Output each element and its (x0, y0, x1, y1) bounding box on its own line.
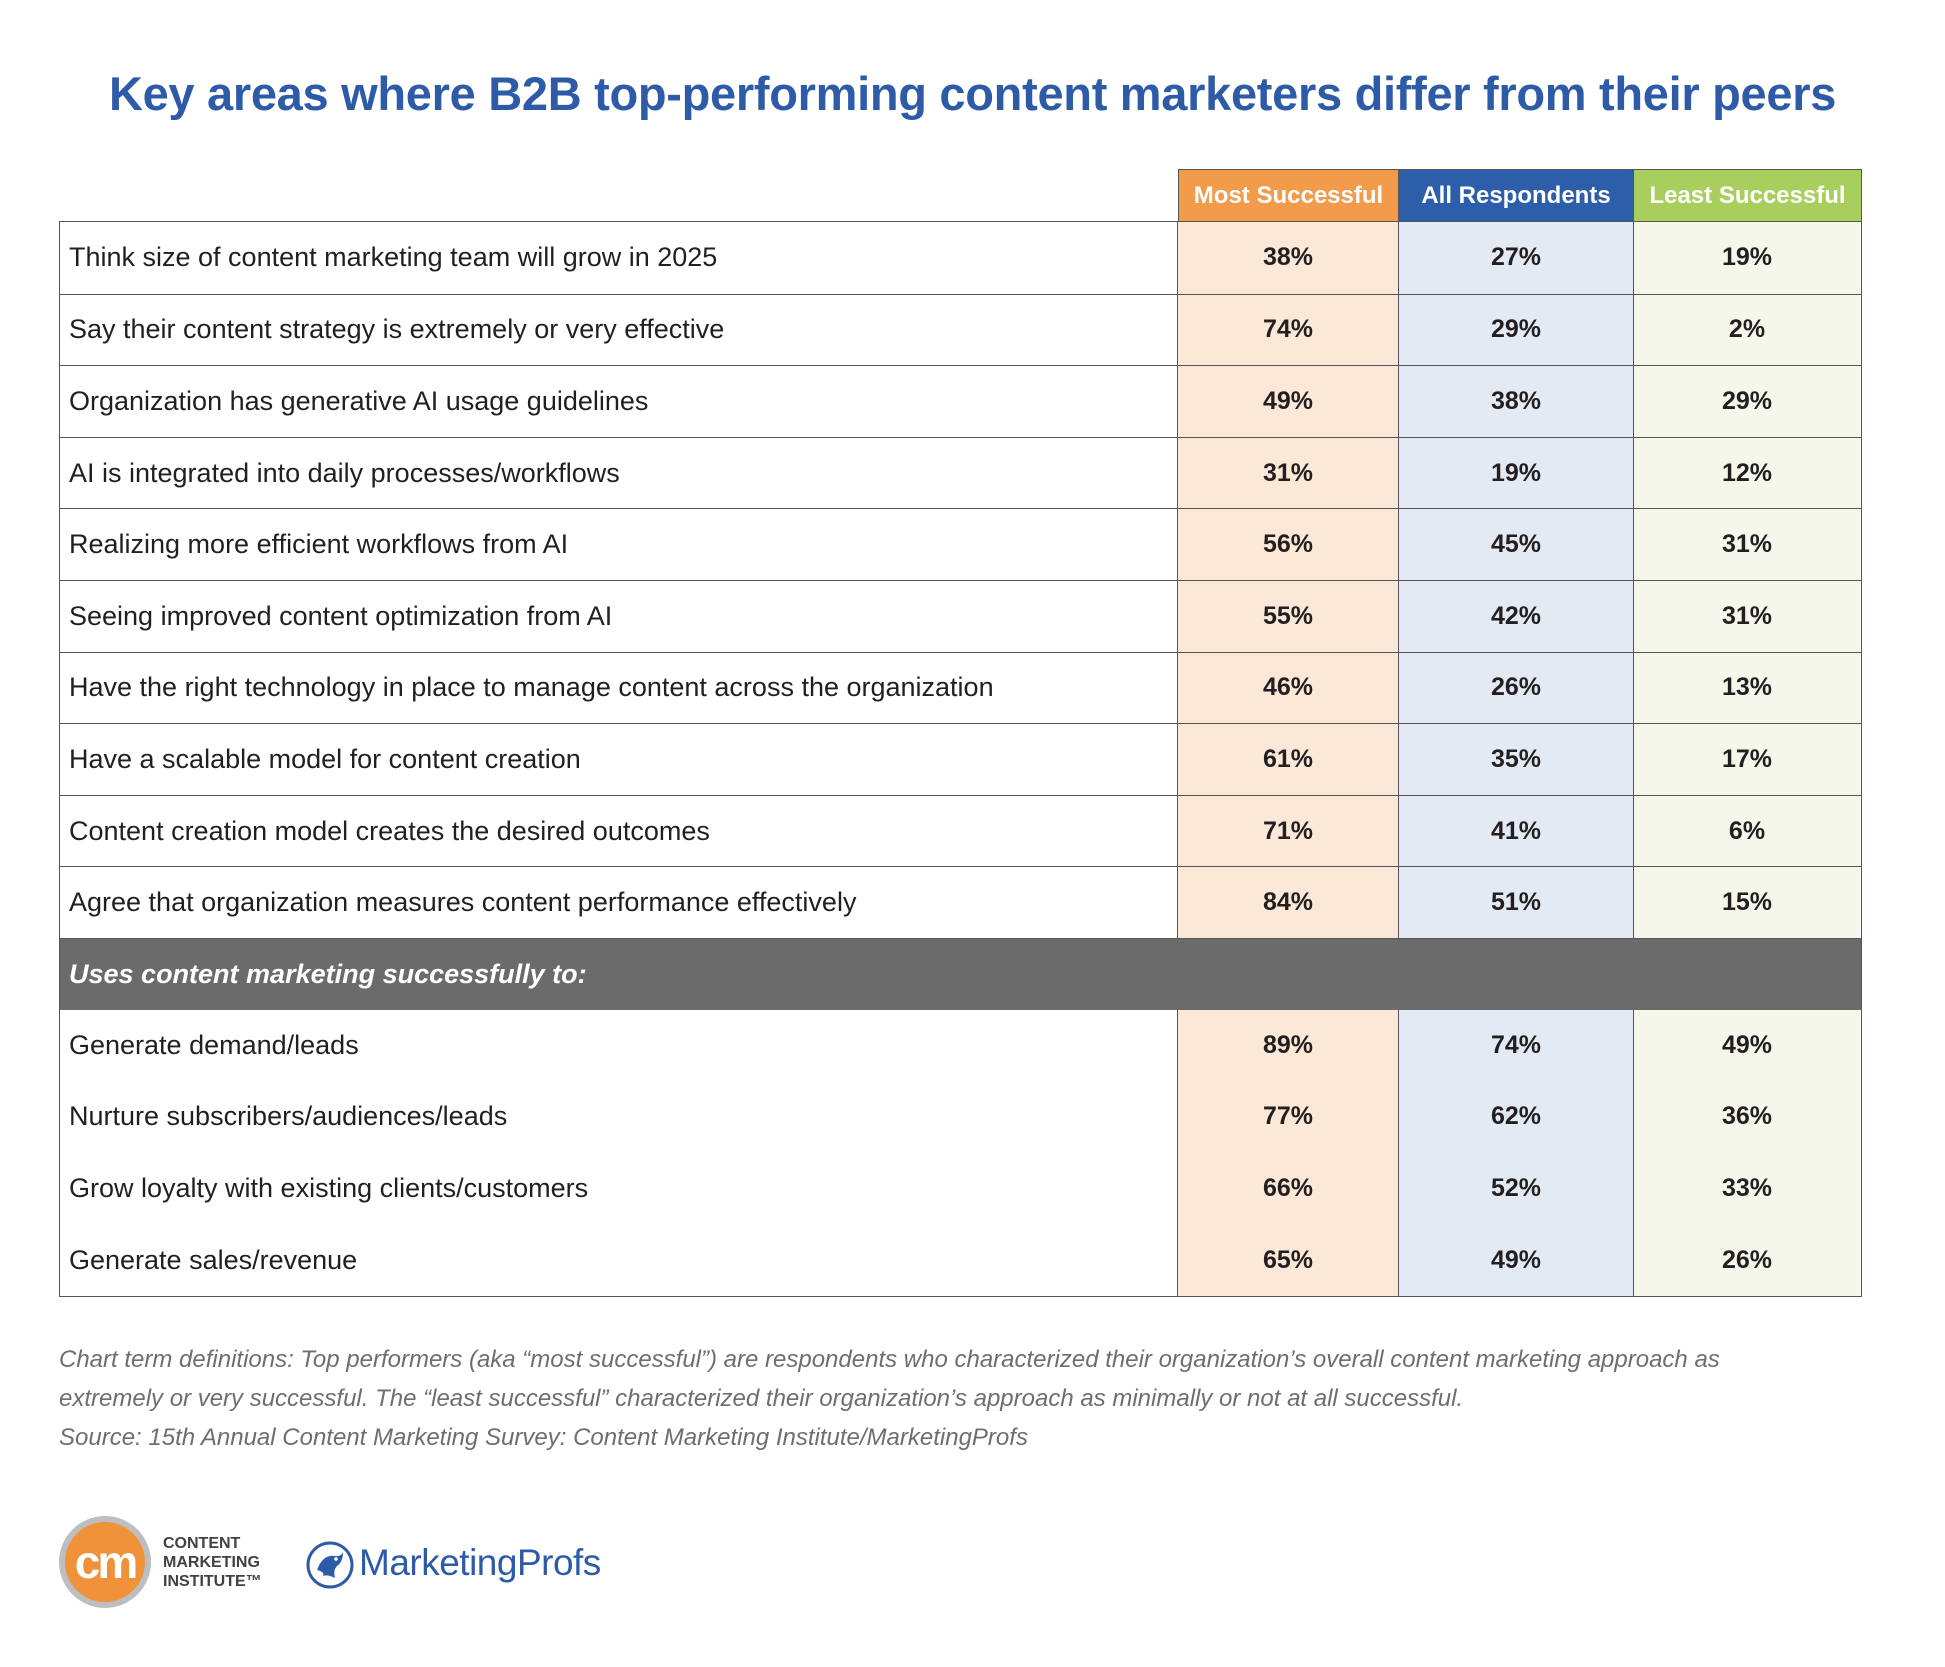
most-successful-value: 31% (1178, 437, 1399, 509)
all-respondents-value: 41% (1399, 795, 1634, 867)
least-successful-value: 17% (1634, 724, 1860, 795)
table-row: Organization has generative AI usage gui… (60, 365, 1861, 437)
most-successful-value: 38% (1178, 222, 1399, 294)
row-label: Organization has generative AI usage gui… (60, 366, 1178, 437)
table-row: Have the right technology in place to ma… (60, 651, 1861, 724)
all-respondents-value: 35% (1399, 724, 1634, 795)
table-row: Generate demand/leads 89% 74% 49% (60, 1009, 1861, 1082)
least-successful-value: 12% (1634, 437, 1860, 509)
column-header-least-successful: Least Successful (1634, 169, 1862, 221)
table-row: Realizing more efficient workflows from … (60, 508, 1861, 580)
definition-line-1: Chart term definitions: Top performers (… (59, 1346, 1720, 1373)
most-successful-value: 84% (1178, 867, 1399, 938)
table-row: AI is integrated into daily processes/wo… (60, 436, 1861, 509)
table-row: Grow loyalty with existing clients/custo… (60, 1152, 1861, 1225)
row-label: Nurture subscribers/audiences/leads (60, 1081, 1178, 1153)
row-label: Realizing more efficient workflows from … (60, 509, 1178, 580)
all-respondents-value: 29% (1399, 294, 1634, 366)
least-successful-value: 19% (1634, 222, 1860, 294)
table-row: Nurture subscribers/audiences/leads 77% 62… (60, 1081, 1861, 1153)
most-successful-value: 71% (1178, 795, 1399, 867)
column-header-all-respondents: All Respondents (1399, 169, 1634, 221)
least-successful-value: 31% (1634, 580, 1860, 652)
cmi-logo-icon: cm (59, 1516, 151, 1608)
chart-notes: Chart term definitions: Top performers (… (59, 1340, 1859, 1457)
table-row: Generate sales/revenue 65% 49% 26% (60, 1224, 1861, 1296)
most-successful-value: 74% (1178, 294, 1399, 366)
all-respondents-value: 74% (1399, 1009, 1634, 1082)
row-label: Content creation model creates the desir… (60, 795, 1178, 867)
row-label: Agree that organization measures content… (60, 867, 1178, 938)
cmi-logo-text: CONTENT MARKETING INSTITUTE™ (163, 1535, 262, 1590)
all-respondents-value: 27% (1399, 222, 1634, 294)
row-label: Grow loyalty with existing clients/custo… (60, 1152, 1178, 1225)
row-label: Have the right technology in place to ma… (60, 652, 1178, 724)
all-respondents-value: 26% (1399, 652, 1634, 724)
most-successful-value: 65% (1178, 1224, 1399, 1296)
least-successful-value: 13% (1634, 652, 1860, 724)
row-label: Think size of content marketing team wil… (60, 222, 1178, 294)
most-successful-value: 89% (1178, 1009, 1399, 1082)
least-successful-value: 26% (1634, 1224, 1860, 1296)
most-successful-value: 49% (1178, 366, 1399, 437)
least-successful-value: 33% (1634, 1152, 1860, 1225)
row-label: Say their content strategy is extremely … (60, 294, 1178, 366)
all-respondents-value: 51% (1399, 867, 1634, 938)
table-row: Seeing improved content optimization fro… (60, 579, 1861, 652)
row-label: Generate demand/leads (60, 1009, 1178, 1082)
least-successful-value: 2% (1634, 294, 1860, 366)
all-respondents-value: 19% (1399, 437, 1634, 509)
table-row: Have a scalable model for content creati… (60, 723, 1861, 795)
most-successful-value: 66% (1178, 1152, 1399, 1225)
table-row: Agree that organization measures content… (60, 866, 1861, 938)
definition-line-2: extremely or very successful. The “least… (59, 1385, 1464, 1412)
most-successful-value: 46% (1178, 652, 1399, 724)
row-label: Have a scalable model for content creati… (60, 724, 1178, 795)
section-header: Uses content marketing successfully to: (60, 937, 1861, 1010)
least-successful-value: 15% (1634, 867, 1860, 938)
least-successful-value: 49% (1634, 1009, 1860, 1082)
most-successful-value: 61% (1178, 724, 1399, 795)
page-title: Key areas where B2B top-performing conte… (108, 67, 1837, 120)
table-row: Say their content strategy is extremely … (60, 293, 1861, 366)
row-label: Seeing improved content optimization fro… (60, 580, 1178, 652)
table-row: Content creation model creates the desir… (60, 794, 1861, 867)
most-successful-value: 77% (1178, 1081, 1399, 1153)
all-respondents-value: 52% (1399, 1152, 1634, 1225)
all-respondents-value: 38% (1399, 366, 1634, 437)
row-label: Generate sales/revenue (60, 1224, 1178, 1296)
least-successful-value: 31% (1634, 509, 1860, 580)
least-successful-value: 36% (1634, 1081, 1860, 1153)
source-line: Source: 15th Annual Content Marketing Su… (59, 1424, 1028, 1451)
all-respondents-value: 42% (1399, 580, 1634, 652)
row-label: AI is integrated into daily processes/wo… (60, 437, 1178, 509)
all-respondents-value: 45% (1399, 509, 1634, 580)
marketingprofs-logo-text: MarketingProfs (359, 1542, 601, 1583)
most-successful-value: 56% (1178, 509, 1399, 580)
marketingprofs-bird-icon (306, 1541, 354, 1589)
all-respondents-value: 62% (1399, 1081, 1634, 1153)
comparison-table: Think size of content marketing team wil… (59, 221, 1862, 1297)
logos: cm CONTENT MARKETING INSTITUTE™ Marketin… (59, 1516, 759, 1616)
column-header-row: Most Successful All Respondents Least Su… (1178, 169, 1862, 221)
least-successful-value: 6% (1634, 795, 1860, 867)
all-respondents-value: 49% (1399, 1224, 1634, 1296)
column-header-most-successful: Most Successful (1178, 169, 1399, 221)
most-successful-value: 55% (1178, 580, 1399, 652)
least-successful-value: 29% (1634, 366, 1860, 437)
table-row: Think size of content marketing team wil… (60, 222, 1861, 294)
